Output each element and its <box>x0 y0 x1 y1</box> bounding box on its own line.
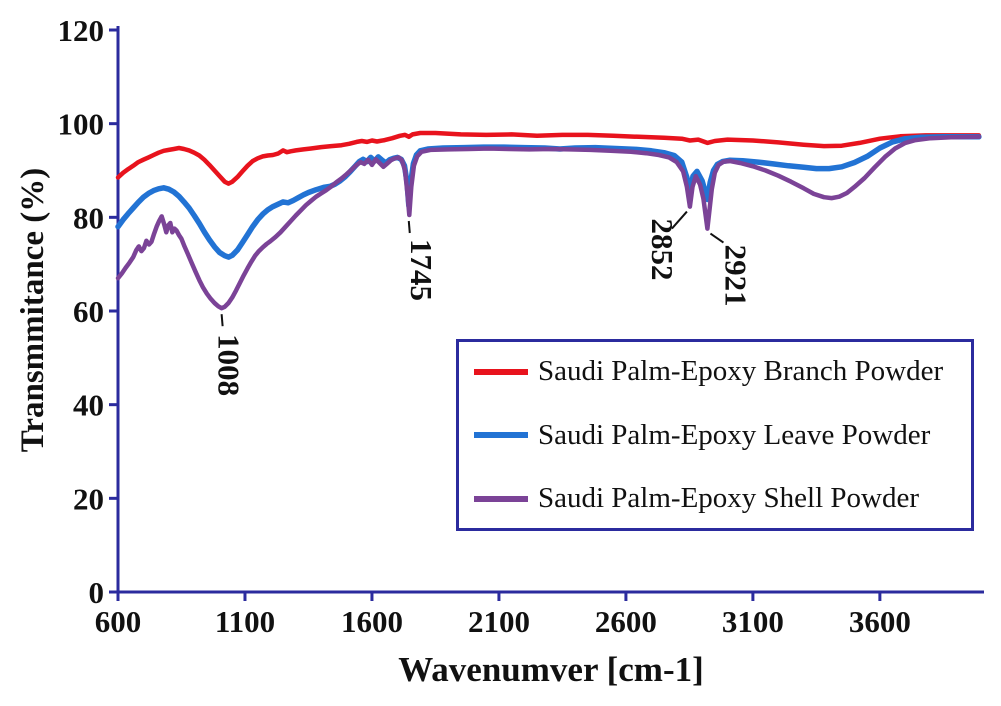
annotation-2852: 2852 <box>645 219 680 281</box>
annotation-1008: 1008 <box>212 334 247 396</box>
x-tick-label: 600 <box>95 604 142 639</box>
series-line-shell <box>115 134 982 311</box>
legend-item-shell: Saudi Palm-Epoxy Shell Powder <box>474 482 965 515</box>
legend-item-branch: Saudi Palm-Epoxy Branch Powder <box>474 355 965 388</box>
annotation-leader-2921 <box>709 232 725 244</box>
y-tick-label: 80 <box>73 200 104 235</box>
x-tick-label: 2100 <box>468 604 530 639</box>
y-tick-label: 100 <box>58 107 105 142</box>
x-tick-label: 1600 <box>341 604 403 639</box>
annotation-1745: 1745 <box>404 239 439 301</box>
y-tick-label: 60 <box>73 294 104 329</box>
legend-line-sample-blue <box>474 432 528 438</box>
y-tick-label: 0 <box>89 575 105 610</box>
series-line-branch <box>115 130 982 186</box>
x-tick-label: 2600 <box>595 604 657 639</box>
legend-item-label: Saudi Palm-Epoxy Branch Powder <box>538 355 944 387</box>
y-tick-label: 120 <box>58 13 105 48</box>
y-axis-title: Transmmitance (%) <box>15 167 51 453</box>
annotation-leader-2852 <box>671 210 688 230</box>
x-axis-title: Wavenumver [cm-1] <box>398 650 704 689</box>
x-tick-label: 3600 <box>849 604 911 639</box>
annotation-2921: 2921 <box>718 245 753 307</box>
y-tick-label: 40 <box>73 388 104 423</box>
legend-line-sample-red <box>474 368 528 375</box>
legend: Saudi Palm-Epoxy Branch Powder Saudi Pal… <box>456 339 974 531</box>
y-tick-label: 20 <box>73 481 104 516</box>
legend-item-leave: Saudi Palm-Epoxy Leave Powder <box>474 419 965 452</box>
legend-line-sample-purple <box>474 495 528 502</box>
series-line-leave <box>115 134 982 260</box>
annotation-leader-1745 <box>407 220 411 234</box>
legend-item-label: Saudi Palm-Epoxy Shell Powder <box>538 482 920 514</box>
x-tick-label: 3100 <box>722 604 784 639</box>
x-tick-label: 1100 <box>215 604 275 639</box>
annotation-leader-1008 <box>220 314 224 327</box>
legend-item-label: Saudi Palm-Epoxy Leave Powder <box>538 418 931 451</box>
